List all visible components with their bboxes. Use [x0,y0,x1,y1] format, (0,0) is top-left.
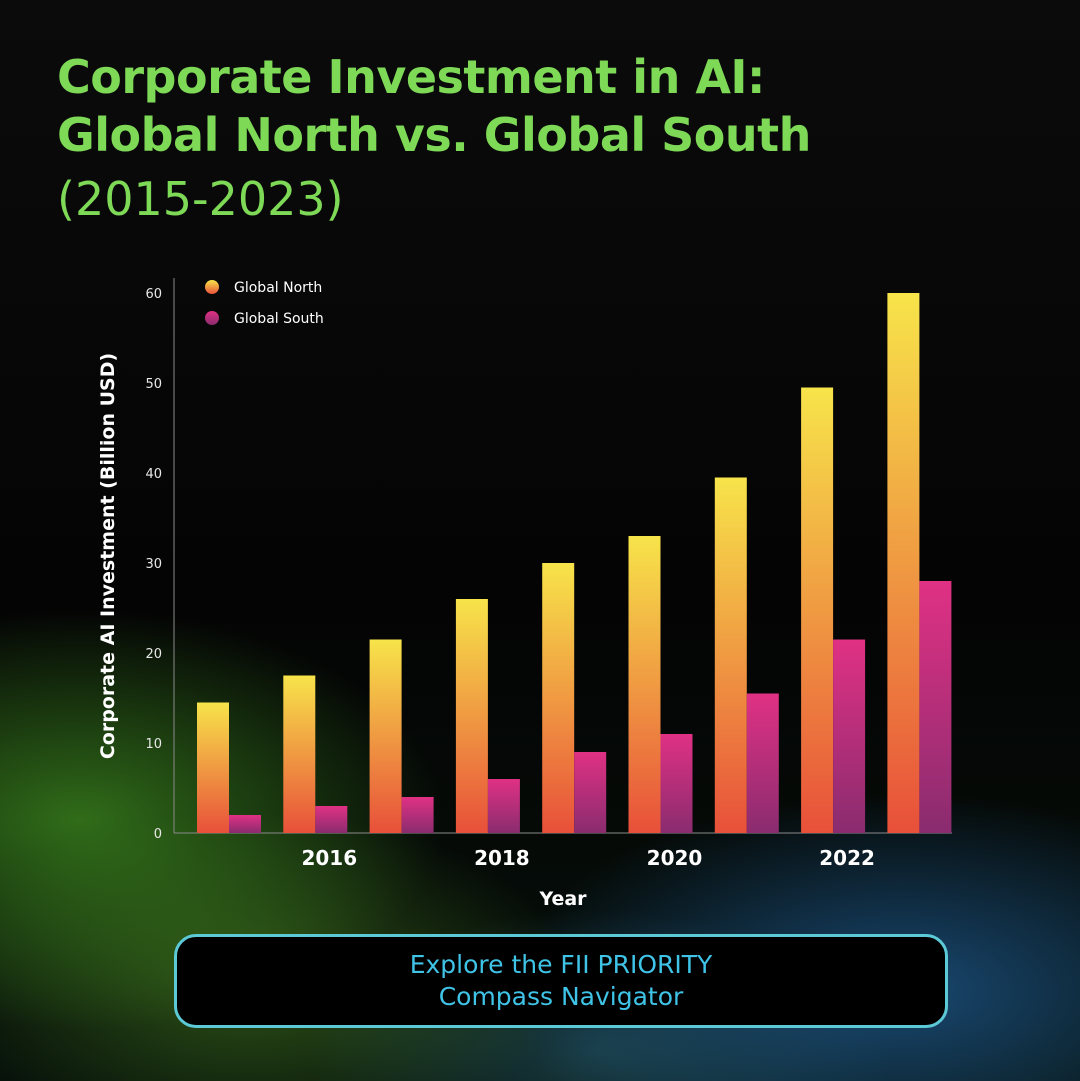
legend-label-global-south: Global South [234,311,324,327]
bar-global-north-2016 [283,675,316,833]
y-tick-label: 10 [145,737,162,752]
bar-global-south-2015 [229,815,261,833]
y-tick-label: 40 [145,467,162,482]
x-tick-label: 2016 [301,846,357,870]
page-subtitle: (2015-2023) [57,172,344,226]
y-axis-title: Corporate AI Investment (Billion USD) [97,353,119,759]
x-tick-label: 2018 [474,846,530,870]
bar-global-south-2021 [746,693,779,833]
bar-global-north-2022 [801,387,834,833]
bar-global-north-2021 [714,477,747,833]
cta-line-1: Explore the FII PRIORITY [409,950,713,979]
bar-global-north-2018 [455,599,488,833]
bar-global-north-2017 [369,639,402,833]
legend-swatch-global-north [205,280,219,294]
bar-global-south-2017 [401,797,434,833]
bar-global-south-2016 [315,806,348,833]
x-axis-title: Year [538,888,587,910]
explore-compass-navigator-button[interactable]: Explore the FII PRIORITY Compass Navigat… [174,934,948,1028]
bar-global-north-2020 [628,536,661,833]
y-tick-label: 30 [145,557,162,572]
title-line-2: Global North vs. Global South [57,108,811,162]
bar-global-south-2020 [660,734,693,833]
bar-global-north-2019 [542,563,575,833]
legend-label-global-north: Global North [234,280,322,296]
bar-global-south-2019 [574,752,607,833]
bar-global-south-2023 [919,581,952,833]
page-title: Corporate Investment in AI: Global North… [57,48,811,164]
x-tick-label: 2022 [819,846,875,870]
bar-global-south-2018 [487,779,520,833]
title-line-1: Corporate Investment in AI: [57,50,765,104]
y-tick-label: 0 [154,827,162,842]
y-tick-label: 60 [145,287,162,302]
legend-swatch-global-south [205,311,219,325]
y-tick-label: 20 [145,647,162,662]
bar-chart: 0 10 20 30 40 50 60 2016 2018 2020 2022 Year Corpora… [97,278,952,910]
bar-global-south-2022 [833,639,866,833]
x-tick-label: 2020 [647,846,703,870]
bar-global-north-2023 [887,293,920,833]
cta-line-2: Compass Navigator [438,982,684,1011]
bar-global-north-2015 [197,702,229,833]
y-tick-label: 50 [145,377,162,392]
